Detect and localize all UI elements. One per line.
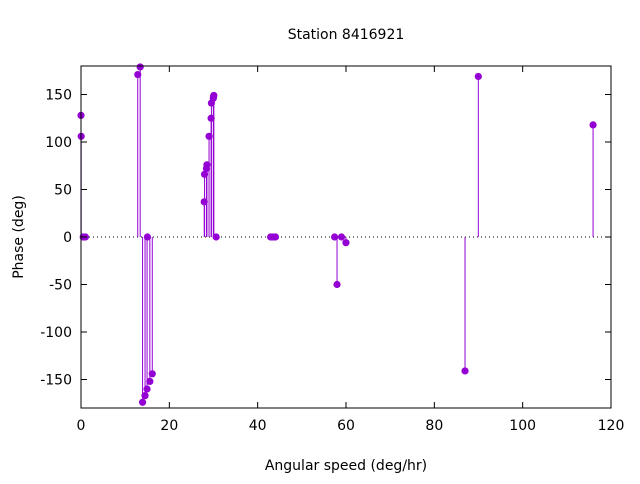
data-point [210, 91, 218, 100]
data-point [474, 72, 482, 81]
y-tick-label: 100 [45, 135, 72, 151]
data-point [333, 280, 341, 289]
point-group [77, 63, 597, 406]
data-point [212, 233, 220, 241]
x-tick-label: 40 [249, 418, 267, 434]
data-point [136, 63, 144, 71]
y-axis-ticks: -150 -100 -50 0 50 100 150 [40, 88, 611, 389]
data-point [143, 233, 152, 241]
y-tick-label: 50 [54, 183, 72, 199]
y-tick-label: -50 [49, 278, 72, 294]
x-tick-label: 120 [598, 418, 625, 434]
data-point [134, 70, 142, 79]
data-point [207, 114, 215, 122]
data-point [148, 370, 156, 378]
chart-title: Station 8416921 [288, 27, 405, 43]
data-point [205, 132, 213, 140]
x-tick-label: 60 [337, 418, 355, 434]
data-point [141, 392, 149, 400]
y-tick-label: -150 [40, 373, 72, 389]
data-point [461, 367, 469, 375]
y-tick-label: 150 [45, 88, 72, 104]
data-point [337, 233, 346, 241]
data-point [200, 170, 209, 178]
data-point [203, 161, 211, 169]
x-tick-label: 0 [77, 418, 86, 434]
x-axis-ticks: 0 20 40 60 80 100 120 [77, 66, 625, 434]
y-tick-label: 0 [63, 230, 72, 246]
data-point [146, 377, 154, 385]
data-point [589, 121, 597, 129]
data-point [271, 233, 280, 241]
x-tick-label: 100 [509, 418, 536, 434]
y-axis-label: Phase (deg) [11, 195, 27, 279]
data-point [200, 198, 208, 206]
x-tick-label: 20 [160, 418, 178, 434]
x-axis-label: Angular speed (deg/hr) [265, 458, 427, 474]
data-point [143, 385, 151, 393]
x-tick-label: 80 [425, 418, 443, 434]
y-tick-label: -100 [40, 325, 72, 341]
data-point [138, 398, 147, 406]
data-point [342, 239, 350, 247]
data-point [331, 233, 339, 241]
